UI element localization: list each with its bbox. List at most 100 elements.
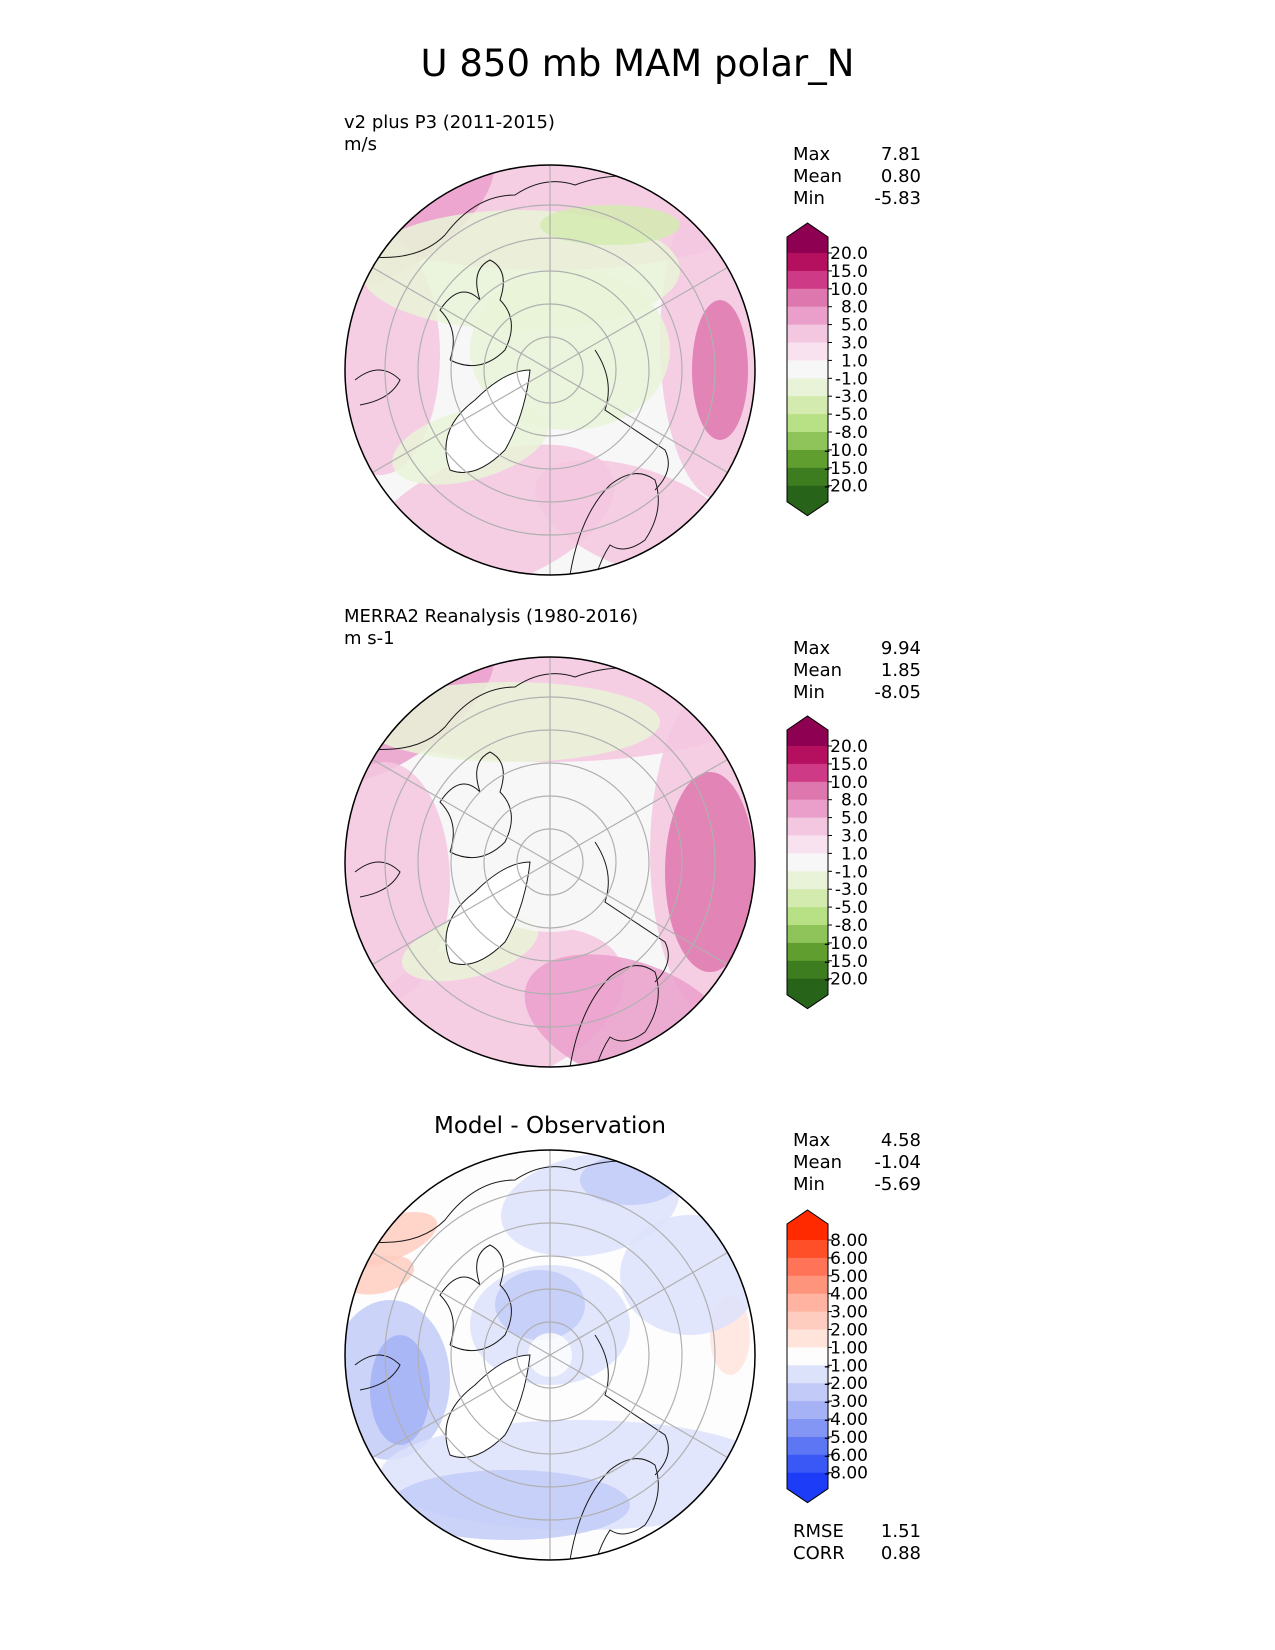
stat-mean-value: 1.85: [880, 660, 921, 681]
colorbar-tick-label: -15.0: [824, 952, 868, 972]
meridian-line: [372, 385, 522, 474]
colorbar-outline: [786, 1209, 829, 1504]
map-field-3: [345, 1150, 755, 1560]
colorbar-extension-top: [787, 223, 828, 253]
colorbar-tick-label: 15.0: [830, 755, 868, 775]
map-boundary-2: [344, 656, 756, 1068]
siberia-coastline: [594, 1334, 669, 1476]
colorbar-extension-bottom: [787, 485, 828, 516]
colorbar-tick-label: -5.0: [835, 898, 868, 918]
colorbar-tick-label: -4.00: [824, 1410, 868, 1430]
map-boundary-1: [344, 164, 756, 576]
europe-coastline: [569, 473, 659, 575]
colorbar-tick-label: -2.00: [824, 1374, 868, 1394]
colorbar-segment: [787, 396, 828, 415]
meridian-line: [578, 385, 728, 474]
colorbar-segment: [787, 853, 828, 872]
panel1-stats: Max 7.81 Mean 0.80 Min -5.83: [793, 144, 921, 210]
colorbar-segment: [787, 378, 828, 397]
colorbar-tick-label: -15.0: [824, 459, 868, 479]
stat-mean-label: Mean: [793, 1152, 843, 1173]
colorbar-segment: [787, 324, 828, 343]
colorbar-tick-label: -5.0: [835, 405, 868, 425]
colorbar-segment: [787, 1293, 828, 1313]
meridian-line: [578, 266, 728, 355]
colorbar-segment: [787, 799, 828, 819]
colorbar-tick-label: 2.00: [830, 1321, 868, 1341]
colorbar-segment: [787, 871, 828, 890]
colorbar-tick-label: 4.00: [830, 1285, 868, 1305]
colorbar-segment: [787, 1347, 828, 1366]
colorbar-segment: [787, 925, 828, 944]
field-contour: [665, 772, 755, 972]
map-field-1: [345, 165, 755, 575]
colorbar-tick-label: 1.00: [830, 1338, 868, 1358]
colorbar-segment: [787, 432, 828, 451]
stat-min-value: -5.83: [874, 188, 921, 209]
colorbar-tick-label: -10.0: [824, 934, 868, 954]
colorbar-tick-label: 3.00: [830, 1303, 868, 1323]
corr-label: CORR: [793, 1543, 845, 1564]
alaska-coastline: [354, 1354, 401, 1391]
colorbar-segment: [787, 1436, 828, 1456]
colorbar-tick-label: -5.00: [824, 1428, 868, 1448]
colorbar-outline: [786, 222, 829, 517]
colorbar-segment: [787, 907, 828, 926]
colorbar-tick-label: -1.00: [824, 1356, 868, 1376]
colorbar-segment: [787, 1275, 828, 1295]
panel3-stats: Max 4.58 Mean -1.04 Min -5.69: [793, 1130, 921, 1196]
europe-coastline: [569, 1458, 659, 1560]
colorbar-tick-label: 1.0: [841, 351, 868, 371]
colorbar-segment: [787, 414, 828, 433]
colorbar-tick-label: 10.0: [830, 773, 868, 793]
siberia-coastline: [594, 349, 669, 491]
colorbar-segment: [787, 467, 828, 487]
colorbar-extension-bottom: [787, 978, 828, 1009]
meridian-line: [372, 1370, 522, 1459]
colorbar-tick-label: -20.0: [824, 970, 868, 990]
rmse-label: RMSE: [793, 1521, 844, 1542]
colorbar-tick-label: 15.0: [830, 262, 868, 282]
stat-min-label: Min: [793, 682, 825, 703]
colorbar-tick-label: 3.0: [841, 334, 868, 354]
panel1-dataset: v2 plus P3 (2011-2015): [344, 112, 555, 133]
colorbar-segment: [787, 1401, 828, 1420]
colorbar-segment: [787, 360, 828, 379]
colorbar-tick-label: 1.0: [841, 844, 868, 864]
colorbar-tick-label: 20.0: [830, 737, 868, 757]
stat-min-value: -8.05: [874, 682, 921, 703]
colorbar-tick-label: 8.0: [841, 298, 868, 318]
colorbar-1: 20.015.010.08.05.03.01.0-1.0-3.0-5.0-8.0…: [786, 222, 868, 517]
field-contour: [370, 1335, 430, 1445]
stat-mean-value: 0.80: [880, 166, 921, 187]
stat-max-value: 7.81: [880, 144, 921, 165]
colorbar-tick-label: -1.0: [835, 862, 868, 882]
colorbar-extension-top: [787, 1210, 828, 1240]
colorbar-tick-label: -3.00: [824, 1392, 868, 1412]
colorbar-segment: [787, 1329, 828, 1348]
colorbar-segment: [787, 342, 828, 361]
stat-mean-label: Mean: [793, 660, 843, 681]
colorbar-tick-label: 8.0: [841, 791, 868, 811]
colorbar-segment: [787, 1383, 828, 1402]
colorbar-tick-label: 10.0: [830, 280, 868, 300]
colorbar-segment: [787, 1257, 828, 1277]
greenland-coastline: [445, 861, 531, 965]
corr-value: 0.88: [880, 1543, 921, 1564]
colorbar-segment: [787, 1240, 828, 1259]
colorbar-tick-label: -8.0: [835, 423, 868, 443]
meridian-line: [372, 1251, 522, 1340]
map-field-2: [345, 657, 755, 1067]
colorbar-tick-label: -10.0: [824, 441, 868, 461]
alaska-coastline: [354, 369, 401, 406]
panel3-title: Model - Observation: [433, 1113, 667, 1139]
colorbar-segment: [787, 270, 828, 290]
colorbar-tick-label: 5.0: [841, 809, 868, 829]
colorbar-tick-label: 5.00: [830, 1267, 868, 1287]
meridian-line: [372, 758, 522, 847]
stat-max-label: Max: [793, 144, 831, 165]
colorbar-tick-label: -1.0: [835, 369, 868, 389]
colorbar-segment: [787, 960, 828, 980]
colorbar-tick-label: -8.0: [835, 916, 868, 936]
greenland-coastline: [445, 1354, 531, 1458]
